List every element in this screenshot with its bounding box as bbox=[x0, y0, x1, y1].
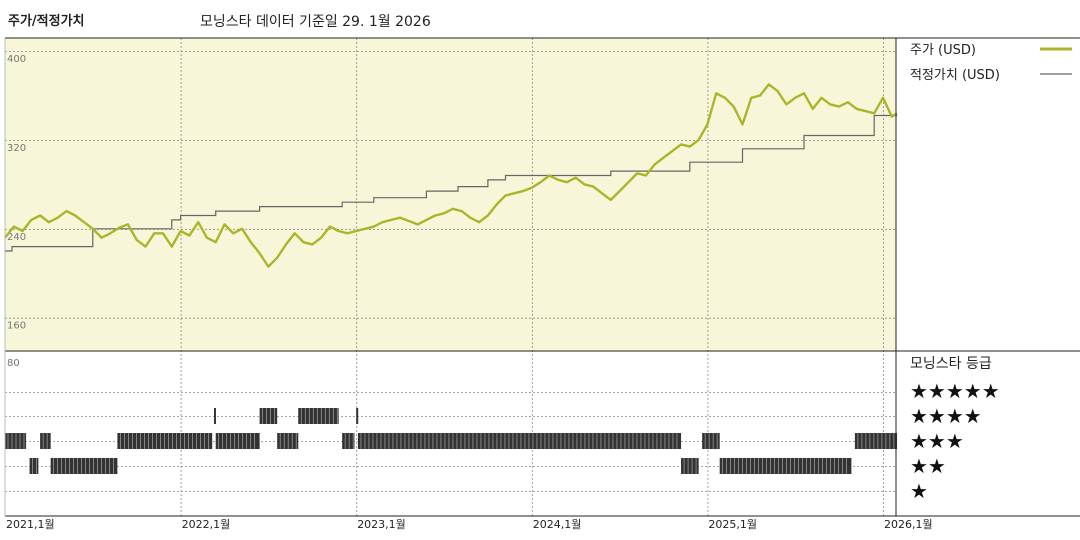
rating-1-star: ★ bbox=[910, 479, 928, 503]
rating-bar bbox=[854, 433, 898, 449]
rating-bar bbox=[298, 408, 339, 424]
rating-3-stars: ★★★ bbox=[910, 429, 964, 453]
rating-legend: 모닝스타 등급 ★★★★★ ★★★★ ★★★ ★★ ★ bbox=[910, 356, 1000, 503]
rating-bar bbox=[5, 433, 27, 449]
legend-price-label: 주가 (USD) bbox=[910, 43, 976, 58]
x-tick-label: 2024,1월 bbox=[533, 518, 582, 531]
rating-4-stars: ★★★★ bbox=[910, 404, 982, 428]
grid-lines bbox=[5, 38, 896, 516]
rating-bar bbox=[719, 458, 852, 474]
rating-bar bbox=[50, 458, 118, 474]
price-line bbox=[4, 83, 898, 268]
y-tick-label: 80 bbox=[7, 358, 20, 369]
x-tick-label: 2022,1월 bbox=[182, 518, 231, 531]
x-tick-labels: 2021,1월 2022,1월 2023,1월 2024,1월 2025,1월 2026,… bbox=[6, 518, 933, 531]
x-tick-label: 2023,1월 bbox=[357, 518, 406, 531]
panel-frames bbox=[4, 37, 1080, 517]
y-tick-label: 320 bbox=[7, 143, 26, 154]
rating-bar bbox=[356, 408, 359, 424]
legend: 주가 (USD) 적정가치 (USD) bbox=[910, 43, 1072, 83]
rating-bar bbox=[277, 433, 299, 449]
y-tick-label: 400 bbox=[7, 54, 26, 65]
rating-bar bbox=[357, 433, 682, 449]
x-tick-label: 2021,1월 bbox=[6, 518, 55, 531]
rating-bar bbox=[117, 433, 213, 449]
y-tick-labels: 400 320 240 160 80 bbox=[7, 54, 26, 369]
rating-5-stars: ★★★★★ bbox=[910, 379, 1000, 403]
y-tick-label: 240 bbox=[7, 232, 26, 243]
x-tick-label: 2025,1월 bbox=[708, 518, 757, 531]
rating-bar bbox=[215, 433, 260, 449]
rating-bar bbox=[342, 433, 355, 449]
y-tick-label: 160 bbox=[7, 321, 26, 332]
upper-panel-background bbox=[5, 38, 896, 351]
series-layer bbox=[4, 83, 898, 268]
data-date-subtitle: 모닝스타 데이터 기준일 29. 1월 2026 bbox=[200, 14, 431, 30]
x-tick-label: 2026,1월 bbox=[884, 518, 933, 531]
rating-bar bbox=[259, 408, 278, 424]
rating-bars bbox=[5, 408, 898, 474]
rating-2-stars: ★★ bbox=[910, 454, 946, 478]
rating-bar bbox=[681, 458, 699, 474]
rating-bar bbox=[702, 433, 720, 449]
rating-bar bbox=[29, 458, 39, 474]
fair-value-line bbox=[5, 114, 897, 252]
rating-bar bbox=[213, 408, 216, 424]
legend-fair-value-label: 적정가치 (USD) bbox=[910, 68, 1000, 83]
rating-bar bbox=[40, 433, 51, 449]
chart-title: 주가/적정가치 bbox=[8, 14, 85, 29]
rating-title: 모닝스타 등급 bbox=[910, 356, 992, 372]
